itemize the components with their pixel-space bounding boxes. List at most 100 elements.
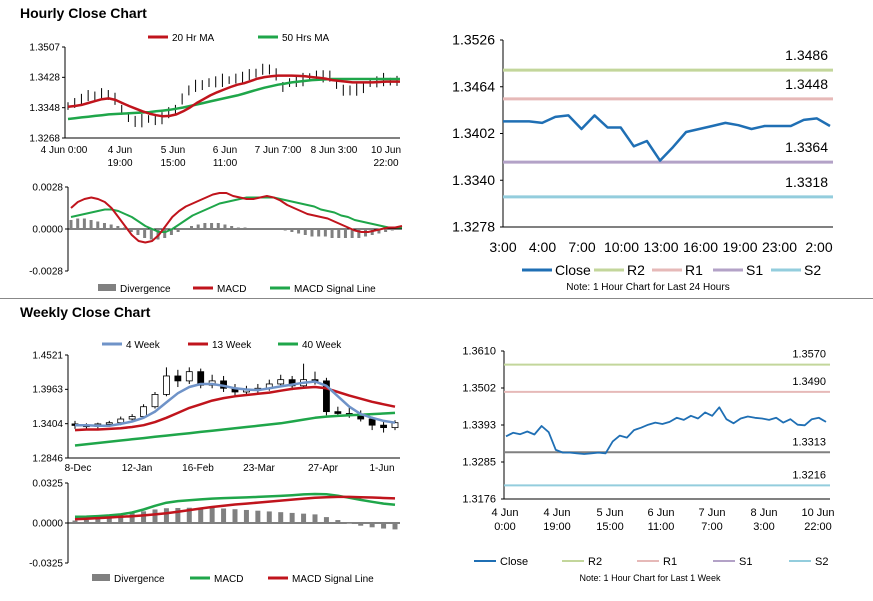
- y-tick-label: 1.3340: [452, 172, 495, 188]
- legend-40week-label: 40 Week: [302, 340, 342, 351]
- legend-divergence-label: Divergence: [120, 284, 171, 295]
- legend-r1-label: R1: [685, 262, 703, 278]
- divergence-bar: [163, 508, 169, 523]
- legend-macd-label: MACD: [217, 284, 246, 295]
- y-tick-label: 0.0000: [32, 518, 63, 529]
- x-tick-label-line2: 11:00: [648, 521, 675, 533]
- y-tick-label: 1.3502: [462, 383, 496, 395]
- legend-4week-label: 4 Week: [126, 340, 161, 351]
- section-divider: [0, 298, 873, 299]
- divergence-bar: [255, 510, 261, 523]
- y-tick-label: 1.4521: [32, 350, 63, 361]
- x-tick-label: 8 Jun: [751, 507, 778, 519]
- y-tick-label: 1.3402: [452, 125, 495, 141]
- divergence-bar: [392, 523, 398, 530]
- weekly-candle-body: [128, 416, 136, 420]
- divergence-bar: [209, 507, 215, 523]
- wk40-line: [74, 411, 396, 447]
- y-tick-label: 1.3393: [462, 420, 496, 432]
- y-tick-label: 1.3428: [29, 73, 60, 84]
- legend-macd-signal-label: MACD Signal Line: [292, 574, 374, 585]
- weekly-section-title: Weekly Close Chart: [20, 304, 151, 320]
- legend-ma50-label: 50 Hrs MA: [282, 33, 330, 44]
- divergence-bar: [301, 513, 307, 523]
- x-tick-label-line2: 11:00: [213, 158, 238, 169]
- x-tick-label: 4 Jun: [544, 507, 571, 519]
- divergence-bar: [346, 523, 352, 524]
- y-tick-label: 0.0028: [32, 182, 63, 193]
- x-tick-label: 8-Dec: [65, 463, 92, 474]
- x-tick-label-line2: 3:00: [753, 521, 774, 533]
- divergence-bar: [369, 523, 375, 528]
- y-tick-label: -0.0325: [29, 558, 63, 569]
- x-tick-label-line2: 15:00: [596, 521, 624, 533]
- y-tick-label: 1.3404: [32, 419, 63, 430]
- y-tick-label: 1.3464: [452, 78, 495, 94]
- y-tick-label: 1.3278: [452, 219, 495, 235]
- x-tick-label: 16:00: [683, 239, 718, 255]
- ma20-line: [67, 74, 400, 118]
- weekly-candle-body: [334, 411, 342, 414]
- divergence-bar: [141, 511, 147, 523]
- chart-note: Note: 1 Hour Chart for Last 1 Week: [580, 573, 721, 583]
- divergence-bar: [175, 507, 181, 523]
- x-tick-label: 13:00: [643, 239, 678, 255]
- divergence-bar: [221, 508, 227, 523]
- divergence-bar: [312, 514, 318, 523]
- pivot-r1-value: 1.3448: [785, 76, 828, 92]
- legend-s2-label: S2: [804, 262, 821, 278]
- y-tick-label: 0.0325: [32, 478, 63, 489]
- divergence-bar: [72, 520, 78, 523]
- x-tick-label-line2: 22:00: [804, 521, 832, 533]
- legend-r1-label: R1: [663, 556, 677, 568]
- wk13-line: [74, 385, 396, 432]
- x-tick-label-line2: 19:00: [107, 158, 132, 169]
- divergence-bar: [232, 509, 238, 523]
- y-tick-label: -0.0028: [29, 266, 63, 277]
- x-tick-label: 4 Jun 0:00: [41, 145, 88, 156]
- x-tick-label: 4 Jun: [108, 145, 132, 156]
- pivot-s1-value: 1.3313: [792, 436, 826, 448]
- weekly-candle-body: [380, 424, 387, 429]
- x-tick-label: 10 Jun: [371, 145, 401, 156]
- weekly-candle-body: [277, 379, 285, 385]
- x-tick-label: 12-Jan: [122, 463, 153, 474]
- x-tick-label: 10 Jun: [801, 507, 834, 519]
- divergence-bar: [129, 513, 135, 523]
- legend-s1-label: S1: [746, 262, 763, 278]
- x-tick-label: 19:00: [722, 239, 757, 255]
- x-tick-label: 6 Jun: [648, 507, 675, 519]
- divergence-bar: [198, 507, 204, 523]
- x-tick-label: 27-Apr: [308, 463, 339, 474]
- pivot-r2-value: 1.3486: [785, 47, 828, 63]
- chart-note: Note: 1 Hour Chart for Last 24 Hours: [566, 282, 729, 293]
- divergence-bar: [289, 512, 295, 523]
- legend-s2-label: S2: [815, 556, 828, 568]
- y-tick-label: 1.3348: [29, 103, 60, 114]
- x-tick-label: 10:00: [604, 239, 639, 255]
- hourly-section-title: Hourly Close Chart: [20, 5, 147, 21]
- x-tick-label: 5 Jun: [161, 145, 185, 156]
- x-tick-label: 4:00: [529, 239, 556, 255]
- pivot-s2-value: 1.3216: [792, 469, 826, 481]
- pivot-s1-value: 1.3364: [785, 139, 828, 155]
- y-tick-label: 1.3610: [462, 346, 496, 358]
- divergence-bar: [323, 517, 329, 523]
- x-tick-label: 23:00: [762, 239, 797, 255]
- y-tick-label: 1.3176: [462, 494, 496, 506]
- weekly-candle-body: [323, 380, 330, 413]
- y-tick-label: 1.3507: [29, 42, 60, 53]
- x-tick-label: 6 Jun: [213, 145, 237, 156]
- divergence-bar: [335, 520, 341, 523]
- legend-divergence-label: Divergence: [114, 574, 165, 585]
- x-tick-label: 16-Feb: [182, 463, 214, 474]
- pivot-r1-value: 1.3490: [792, 376, 826, 388]
- divergence-bar: [152, 509, 158, 523]
- legend-r2-label: R2: [627, 262, 645, 278]
- x-tick-label: 1-Jun: [369, 463, 394, 474]
